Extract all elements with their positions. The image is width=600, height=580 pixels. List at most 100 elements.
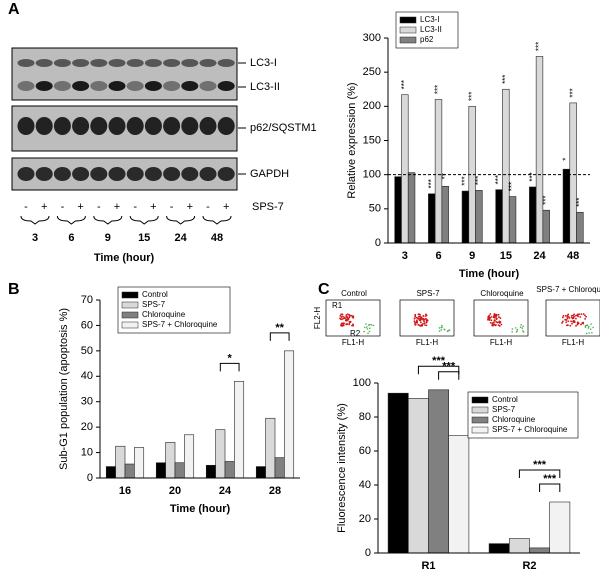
- significance: ***: [501, 75, 510, 84]
- flow-title: Chloroquine: [480, 289, 524, 298]
- flow-dot: [573, 313, 576, 316]
- flow-dot: [571, 322, 573, 325]
- legend-swatch: [121, 301, 139, 309]
- blot-band: [17, 59, 35, 67]
- flow-dot: [495, 318, 498, 321]
- bar: [387, 392, 409, 554]
- blot-band: [199, 117, 217, 135]
- blot-band: [181, 117, 199, 135]
- flow-dot: [349, 314, 352, 317]
- band-label: LC3-I: [250, 57, 277, 69]
- flow-dot: [516, 328, 519, 331]
- blot-band: [90, 81, 108, 91]
- blot-band: [53, 59, 71, 67]
- flow-dot: [565, 318, 568, 321]
- bar: [448, 435, 470, 554]
- legend-label: Chloroquine: [492, 415, 536, 424]
- time-label: 48: [211, 232, 223, 244]
- bar: [434, 99, 443, 244]
- flow-dot: [345, 314, 348, 316]
- flow-dot: [585, 315, 587, 318]
- flow-dot: [572, 314, 574, 317]
- blot-band: [199, 59, 217, 67]
- flow-dot: [584, 314, 586, 317]
- flow-dot: [490, 316, 493, 318]
- panel-label: A: [8, 1, 20, 18]
- y-tick-label: 80: [359, 411, 371, 423]
- y-tick-label: 20: [81, 421, 93, 433]
- blot-band: [217, 167, 235, 181]
- band-label: LC3-II: [250, 81, 280, 93]
- bar: [488, 543, 510, 554]
- legend-label: Control: [492, 395, 518, 404]
- flow-dot: [493, 323, 496, 326]
- flow-dot: [350, 314, 353, 317]
- blot-band: [17, 167, 35, 181]
- blot-band: [163, 59, 181, 67]
- time-label: 24: [174, 232, 187, 244]
- flow-dot: [489, 321, 492, 324]
- bar: [205, 464, 216, 479]
- flow-dot: [441, 326, 443, 329]
- flow-dot: [351, 316, 354, 319]
- flow-dot: [418, 313, 421, 316]
- flow-dot: [424, 324, 426, 326]
- flow-dot: [438, 330, 441, 332]
- flow-dot: [365, 323, 367, 325]
- flow-dot: [570, 315, 573, 317]
- blot-band: [144, 117, 162, 135]
- bar: [265, 417, 276, 479]
- bar: [542, 209, 550, 244]
- flow-dot: [488, 314, 491, 317]
- flow-dot: [363, 326, 366, 329]
- treatment-sign: -: [170, 201, 174, 213]
- flow-dot: [562, 315, 565, 317]
- x-tick-label: 20: [169, 485, 181, 497]
- bar: [495, 189, 503, 244]
- x-tick-label: 28: [269, 485, 281, 497]
- blot-band: [217, 81, 235, 91]
- y-tick-label: 0: [87, 472, 93, 484]
- y-tick-label: 20: [359, 513, 371, 525]
- blot-band: [72, 117, 90, 135]
- flow-dot: [342, 324, 345, 327]
- flow-dot: [489, 313, 492, 315]
- y-axis-title: Fluorescence intensity (%): [336, 403, 348, 533]
- bar: [475, 190, 483, 244]
- flow-dot: [572, 321, 575, 323]
- treatment-sign: -: [24, 201, 28, 213]
- flow-dot: [519, 326, 522, 328]
- lane-brace: [56, 215, 86, 225]
- y-tick-label: 70: [81, 294, 93, 306]
- bar: [549, 501, 571, 554]
- flow-dot: [370, 324, 373, 326]
- bracket: [219, 362, 240, 372]
- flow-dot: [522, 330, 524, 332]
- flow-dot: [363, 330, 365, 333]
- blot-band: [199, 81, 217, 91]
- bracket-label: ***: [432, 355, 446, 367]
- legend-label: SPS-7 + Chloroquine: [142, 320, 218, 329]
- flow-dot: [415, 316, 418, 319]
- flow-x-label: FL1-H: [342, 338, 364, 347]
- bar: [234, 381, 245, 479]
- flow-dot: [490, 319, 493, 322]
- flow-dot: [487, 318, 489, 321]
- bar: [134, 447, 145, 479]
- flow-dot: [574, 314, 577, 317]
- flow-dot: [575, 317, 577, 320]
- x-axis-title: Time (hour): [170, 503, 231, 515]
- flow-dot: [568, 317, 571, 319]
- flow-dot: [342, 323, 345, 325]
- legend-swatch: [399, 26, 417, 34]
- flow-dot: [425, 319, 428, 322]
- flow-dot: [511, 331, 514, 333]
- flow-dot: [352, 323, 354, 326]
- x-axis-title: Time (hour): [459, 268, 520, 280]
- legend-label: Chloroquine: [142, 310, 186, 319]
- flow-dot: [498, 325, 501, 327]
- time-label: 3: [32, 232, 38, 244]
- treatment-sign: -: [206, 201, 210, 213]
- bar: [407, 397, 429, 554]
- flow-dot: [447, 330, 449, 333]
